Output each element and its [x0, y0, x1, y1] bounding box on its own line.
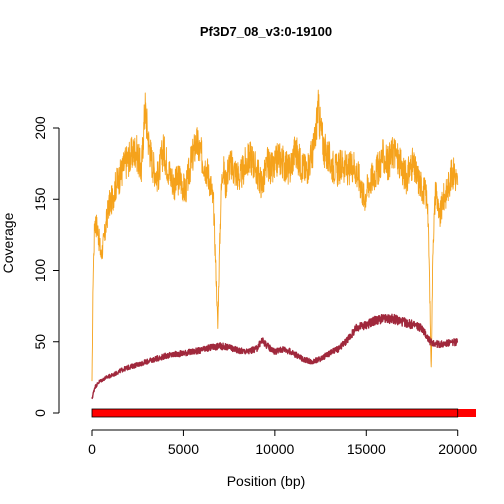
series-line-1 — [91, 89, 459, 382]
y-tick-label: 150 — [32, 187, 48, 211]
y-tick-label: 0 — [32, 409, 48, 417]
chart-title: Pf3D7_08_v3:0-19100 — [200, 24, 332, 39]
y-tick-label: 100 — [32, 259, 48, 283]
series-line-2 — [91, 313, 459, 400]
region-layer — [91, 408, 476, 418]
series-layer — [91, 89, 459, 400]
x-tick-label: 15000 — [347, 441, 386, 457]
y-axis: 0 50 100 150 200 — [32, 116, 60, 417]
x-tick-label: 0 — [88, 441, 96, 457]
x-tick-label: 5000 — [168, 441, 199, 457]
x-tick-label: 10000 — [255, 441, 294, 457]
x-axis-label: Position (bp) — [227, 473, 306, 489]
y-tick-label: 200 — [32, 116, 48, 140]
plot-area — [91, 89, 476, 418]
x-axis: 0 5000 10000 15000 20000 — [88, 429, 477, 457]
x-tick-label: 20000 — [438, 441, 477, 457]
region-bar — [92, 409, 476, 417]
y-axis-label: Coverage — [0, 212, 16, 273]
y-tick-label: 50 — [32, 334, 48, 350]
region-bar-outline — [91, 408, 459, 418]
